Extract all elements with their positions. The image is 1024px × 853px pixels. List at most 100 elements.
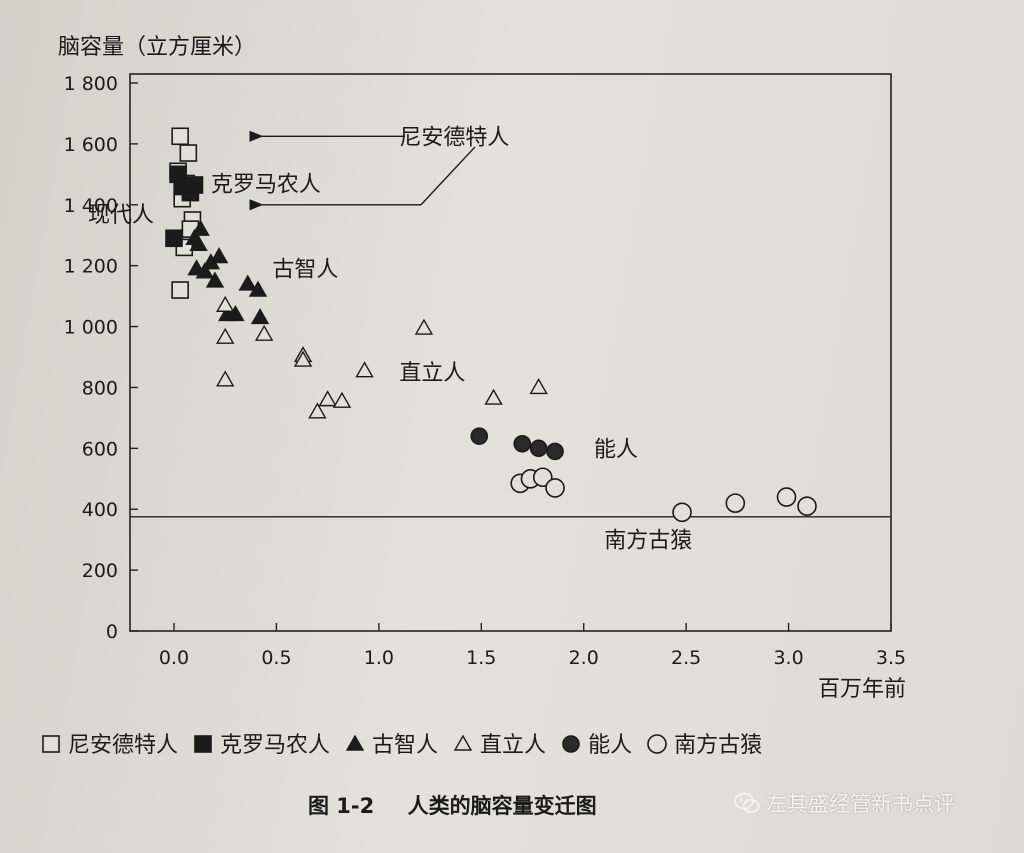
x-tick-label: 3.0: [773, 647, 803, 669]
legend-item: 克罗马农人: [192, 727, 330, 759]
data-point: [797, 496, 817, 516]
y-tick-label: 1 800: [64, 73, 118, 95]
y-tick-label: 800: [82, 377, 118, 399]
annotation-label: 南方古猿: [604, 529, 692, 554]
data-point: [250, 308, 270, 325]
data-point: [195, 262, 214, 279]
series-1: [165, 165, 204, 248]
data-point: [776, 487, 797, 507]
x-tick-label: 1.0: [364, 647, 394, 669]
legend-item: 南方古猿: [646, 727, 762, 759]
data-point: [672, 502, 692, 523]
legend-label: 能人: [588, 733, 633, 758]
x-tick-label: 1.5: [466, 647, 496, 669]
legend-item: 能人: [560, 727, 632, 759]
data-point: [470, 427, 489, 445]
data-point: [185, 176, 204, 194]
data-point: [308, 402, 327, 419]
x-tick-label: 0.5: [261, 647, 291, 669]
figure-caption: 图 1-2 人类的脑容量变迁图: [308, 790, 597, 820]
caption-title: 人类的脑容量变迁图: [407, 794, 597, 818]
data-point: [191, 219, 210, 236]
annotation-label: 直立人: [399, 361, 465, 386]
legend-marker-shape: [42, 735, 60, 753]
data-point: [179, 144, 198, 162]
data-point: [529, 378, 548, 395]
x-tick-label: 0.0: [159, 647, 189, 669]
series-3: [216, 295, 548, 419]
data-point: [484, 388, 503, 405]
legend-marker-shape: [453, 734, 473, 751]
series-2: [185, 219, 270, 325]
annotation-label: 能人: [594, 437, 638, 462]
legend-item: 尼安德特人: [40, 727, 178, 759]
data-point: [171, 127, 189, 146]
y-tick-label: 1 600: [64, 134, 118, 156]
wechat-icon: [734, 792, 760, 813]
data-point: [209, 247, 229, 264]
legend-marker: [42, 735, 60, 753]
series-5: [510, 467, 817, 523]
legend-item: 直立人: [452, 727, 546, 759]
data-point: [414, 318, 434, 335]
data-point: [216, 295, 235, 312]
y-tick-label: 200: [82, 560, 118, 582]
data-point: [189, 234, 208, 252]
data-point: [532, 467, 553, 488]
data-point: [725, 493, 746, 513]
legend-marker-shape: [562, 735, 580, 753]
arrow-modern-diag: [420, 146, 476, 206]
legend-marker: [453, 734, 473, 751]
watermark-text: 左其盛经管新书点评: [766, 792, 955, 816]
data-point: [226, 304, 245, 322]
data-point: [513, 434, 532, 453]
annotation-label: 古智人: [272, 258, 338, 283]
data-point: [248, 280, 268, 297]
legend-label: 尼安德特人: [68, 733, 179, 758]
legend-marker: [562, 735, 580, 753]
series-4: [470, 427, 564, 461]
x-tick-label: 2.5: [671, 647, 701, 669]
legend-marker: [345, 734, 365, 751]
data-point: [318, 390, 337, 407]
y-tick-label: 1 200: [64, 256, 118, 278]
legend-label: 古智人: [372, 733, 439, 758]
y-tick-label: 600: [82, 438, 118, 460]
legend-label: 克罗马农人: [220, 733, 331, 758]
annotation-label: 克罗马农人: [211, 172, 321, 197]
scatter-chart: 0 200 400 600 800 1 000 1 200 1 400 1 600 1 800 0.…: [58, 35, 906, 702]
x-tick-label: 2.0: [569, 647, 599, 669]
y-tick-label: 400: [82, 499, 118, 521]
legend-marker: [647, 734, 667, 754]
y-tick-label: 1 400: [64, 195, 118, 217]
data-point: [355, 361, 374, 378]
legend: 尼安德特人 克罗马农人 古智人 直立人 能人 南方古猿: [40, 727, 776, 759]
data-point: [216, 370, 235, 387]
data-point: [293, 350, 313, 367]
legend-marker-shape: [345, 734, 365, 751]
annotation-label: 现代人: [88, 203, 154, 228]
legend-label: 直立人: [480, 733, 547, 758]
caption-number: 图 1-2: [308, 794, 375, 818]
data-point: [545, 478, 565, 498]
x-tick-label: 3.5: [876, 647, 906, 669]
data-point: [238, 274, 257, 291]
data-point: [254, 324, 274, 341]
y-tick-label: 1 000: [64, 317, 118, 339]
x-axis-title: 百万年前: [818, 677, 906, 702]
watermark: 左其盛经管新书点评: [734, 788, 955, 818]
y-tick-label: 0: [106, 621, 118, 643]
legend-marker-shape: [647, 734, 667, 754]
plot-frame: [129, 73, 892, 632]
y-axis-title: 脑容量（立方厘米）: [58, 35, 256, 60]
data-point: [165, 229, 183, 248]
data-point: [171, 281, 189, 299]
data-point: [332, 391, 352, 408]
data-point: [216, 327, 235, 344]
data-point: [205, 271, 225, 288]
data-point: [546, 442, 564, 461]
legend-marker-shape: [194, 735, 212, 753]
data-point: [529, 439, 548, 458]
legend-item: 古智人: [344, 727, 438, 759]
